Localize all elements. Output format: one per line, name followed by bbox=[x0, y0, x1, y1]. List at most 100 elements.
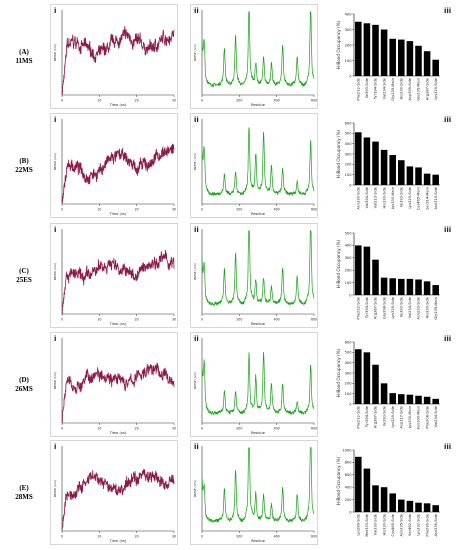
x-tick-label: 0 bbox=[201, 318, 203, 322]
bar bbox=[363, 468, 371, 512]
bar bbox=[432, 59, 439, 76]
category-label: Val394-Side bbox=[365, 186, 369, 208]
panel-border bbox=[190, 223, 318, 328]
y-tick-label: 0 bbox=[349, 74, 352, 78]
x-tick-label: 0 bbox=[61, 427, 63, 431]
y-tick-label: 300 bbox=[345, 371, 353, 375]
x-tick-label: 20 bbox=[135, 535, 139, 539]
panel-label: iii bbox=[444, 7, 451, 15]
y-tick-label: 200 bbox=[345, 498, 353, 502]
panel-border bbox=[190, 4, 318, 109]
bar bbox=[389, 493, 396, 512]
x-axis-label: Residue bbox=[251, 212, 265, 216]
rmsf-line bbox=[201, 447, 315, 524]
y-tick-label: 300 bbox=[345, 28, 353, 32]
bar bbox=[406, 394, 414, 404]
y-tick-label: 400 bbox=[345, 486, 353, 490]
panel-border bbox=[190, 332, 318, 437]
x-tick-label: 20 bbox=[135, 318, 139, 322]
panel-label: ii bbox=[194, 7, 199, 15]
x-tick-label: 10 bbox=[97, 427, 101, 431]
rmsf-panel: ii RMSF (nm) Residue 0 200 400 600 bbox=[190, 223, 318, 328]
y-tick-label: 500 bbox=[345, 351, 353, 355]
bar bbox=[372, 364, 379, 404]
bar bbox=[380, 277, 388, 295]
y-tick-label: 300 bbox=[345, 256, 353, 260]
category-label: Arg387-Side bbox=[374, 296, 378, 319]
y-tick-label: 400 bbox=[345, 142, 353, 146]
bar bbox=[398, 499, 405, 512]
bar bbox=[406, 278, 414, 295]
row-label-letter: (C) bbox=[19, 267, 29, 275]
bar bbox=[380, 149, 388, 185]
x-tick-label: 600 bbox=[311, 99, 317, 103]
bar bbox=[406, 166, 414, 185]
x-tick-label: 0 bbox=[61, 318, 63, 322]
hbond-panel: iii H-Bond Occupancy (%) 0 100 200 300 400 500 6… bbox=[336, 335, 451, 429]
y-tick-label: 200 bbox=[345, 269, 353, 273]
x-tick-label: 400 bbox=[274, 535, 280, 539]
category-label: Arg387-Side bbox=[425, 77, 429, 100]
rmsf-panel: ii RMSF (nm) Residue 0 200 400 600 bbox=[190, 332, 318, 437]
panel-label: iii bbox=[444, 443, 451, 451]
x-tick-label: 200 bbox=[236, 208, 242, 212]
category-label: Phe208-Side bbox=[425, 405, 429, 428]
y-tick-label: 300 bbox=[345, 152, 353, 156]
category-label: Tyr394-Side bbox=[374, 77, 378, 100]
category-label: His330-Side bbox=[425, 296, 429, 318]
panel-label: iii bbox=[444, 335, 451, 343]
category-label: His330-Side bbox=[400, 77, 404, 99]
x-axis-label: Residue bbox=[251, 539, 265, 543]
panel-label: i bbox=[54, 7, 56, 15]
bar bbox=[415, 167, 422, 185]
category-label: Phe290-Side bbox=[425, 513, 429, 536]
y-axis-label: RMSD (nm) bbox=[53, 153, 57, 170]
row-label: (B) 22MS bbox=[0, 157, 48, 175]
category-label: Ser462-Side bbox=[408, 513, 412, 536]
category-label: Asn319-Side bbox=[434, 186, 438, 209]
bar bbox=[398, 39, 405, 76]
category-label: Lys329-Side bbox=[408, 186, 412, 208]
category-label: Val234-Side bbox=[408, 296, 412, 318]
bar bbox=[372, 24, 379, 77]
rmsd-panel: i RMSD (nm) Time (ns) 0 10 20 30 bbox=[50, 223, 178, 328]
y-axis-label: RMSD (nm) bbox=[53, 263, 57, 280]
rmsd-panel: i RMSD (nm) Time (ns) 0 10 20 30 bbox=[50, 113, 178, 218]
y-axis-label: RMSF (nm) bbox=[193, 372, 197, 388]
row-label-letter: (B) bbox=[19, 157, 29, 165]
x-tick-label: 30 bbox=[172, 535, 176, 539]
y-axis-label: RMSD (nm) bbox=[53, 44, 57, 61]
bar bbox=[432, 398, 439, 404]
y-axis-label: RMSF (nm) bbox=[193, 480, 197, 496]
x-tick-label: 20 bbox=[135, 427, 139, 431]
bar bbox=[389, 38, 396, 76]
bar bbox=[355, 245, 362, 295]
bar bbox=[415, 502, 422, 512]
row-label: (C) 25ES bbox=[0, 267, 48, 285]
category-label: Ile393-Side bbox=[400, 296, 404, 317]
category-label: Glu398-Side bbox=[382, 296, 386, 319]
x-tick-label: 0 bbox=[201, 99, 203, 103]
bar bbox=[389, 155, 396, 185]
category-label: His330-Side bbox=[382, 513, 386, 535]
category-label: Asn336-Side bbox=[434, 513, 438, 536]
bar bbox=[406, 500, 414, 512]
x-tick-label: 30 bbox=[172, 99, 176, 103]
bar bbox=[415, 279, 422, 295]
bar bbox=[389, 393, 396, 404]
bar bbox=[363, 246, 371, 295]
row-label: (E) 28MS bbox=[0, 484, 48, 502]
y-tick-label: 0 bbox=[349, 183, 352, 187]
row-label-name: 22MS bbox=[15, 166, 33, 174]
row-label-name: 26MS bbox=[15, 385, 33, 393]
x-tick-label: 10 bbox=[97, 318, 101, 322]
y-tick-label: 400 bbox=[345, 12, 353, 16]
y-tick-label: 0 bbox=[349, 293, 352, 297]
y-axis-label: RMSF (nm) bbox=[193, 153, 197, 169]
category-label: Cys465-Side bbox=[391, 513, 395, 536]
category-label: Lys330-Main bbox=[408, 406, 412, 428]
panel-label: i bbox=[54, 116, 56, 124]
y-tick-label: 400 bbox=[345, 361, 353, 365]
bar bbox=[380, 383, 388, 404]
x-axis-label: Time (ns) bbox=[109, 103, 127, 107]
